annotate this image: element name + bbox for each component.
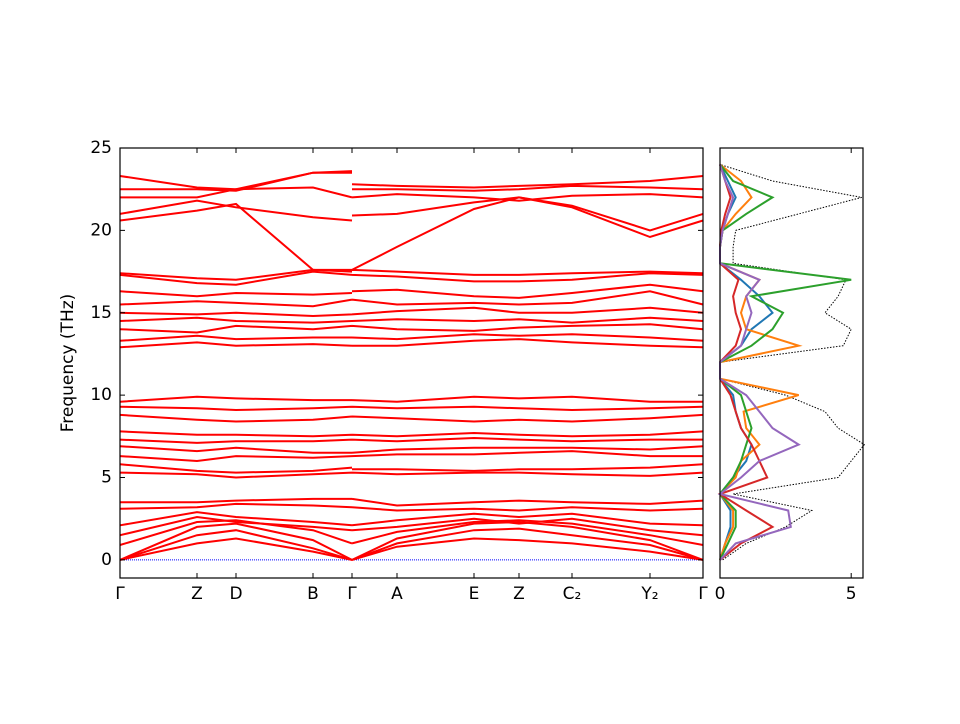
band — [119, 323, 704, 334]
band — [119, 471, 704, 479]
y-tick-label: 10 — [90, 385, 112, 405]
x-tick-label: B — [307, 584, 319, 604]
band — [119, 527, 704, 561]
partial-dos — [718, 163, 852, 561]
band — [119, 333, 704, 342]
x-tick-label: 0 — [715, 584, 726, 604]
x-tick-label: 5 — [846, 584, 857, 604]
band — [119, 519, 704, 546]
band — [120, 497, 704, 507]
y-tick-label: 25 — [90, 138, 112, 158]
band — [119, 520, 704, 561]
band — [119, 306, 704, 318]
x-tick-label: Z — [191, 584, 203, 604]
band — [119, 436, 703, 444]
band — [119, 515, 704, 537]
x-tick-label: Z — [513, 584, 525, 604]
plot-frame — [119, 147, 704, 579]
band — [119, 196, 704, 232]
y-tick-label: 0 — [101, 550, 112, 570]
y-axis-label: Frequency (THz) — [58, 294, 78, 433]
total-dos — [719, 164, 866, 561]
band — [119, 316, 704, 324]
band — [119, 270, 704, 286]
plot-frame — [719, 147, 864, 579]
x-tick-label: Γ — [115, 584, 125, 604]
band — [119, 338, 704, 349]
band — [119, 463, 704, 474]
band — [119, 170, 704, 191]
band — [119, 405, 704, 412]
x-tick-label: D — [229, 584, 242, 604]
band — [119, 450, 703, 463]
x-tick-label: Y₂ — [640, 584, 658, 604]
band — [119, 511, 704, 527]
x-tick-label: A — [391, 584, 403, 604]
x-tick-label: E — [469, 584, 480, 604]
band — [119, 290, 704, 308]
y-tick-label: 20 — [90, 220, 112, 240]
band — [119, 395, 703, 403]
y-tick-label: 5 — [101, 468, 112, 488]
band — [119, 502, 704, 512]
x-tick-label: Γ — [347, 584, 357, 604]
y-tick-label: 15 — [90, 303, 112, 323]
band — [119, 196, 704, 271]
band — [119, 430, 704, 438]
band — [119, 413, 704, 423]
x-tick-label: C₂ — [563, 584, 582, 604]
band — [119, 283, 704, 299]
band — [119, 445, 704, 454]
x-tick-label: Γ — [698, 584, 708, 604]
band — [119, 537, 704, 561]
